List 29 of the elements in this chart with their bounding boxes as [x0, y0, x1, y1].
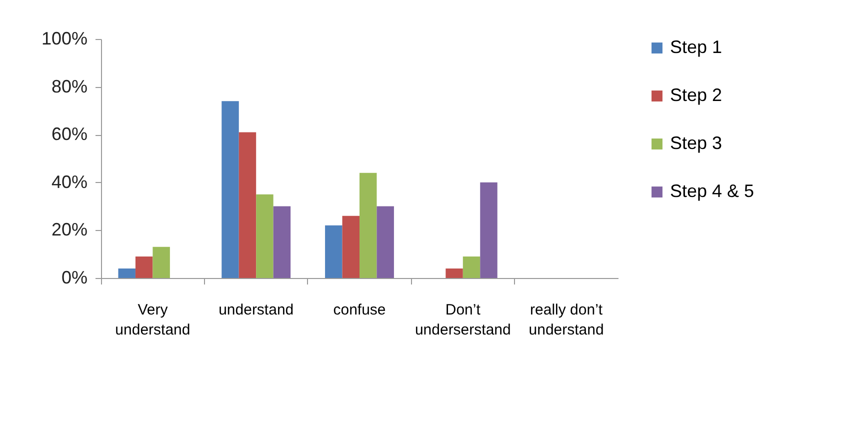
bar — [446, 268, 463, 278]
legend-label: Step 3 — [670, 133, 722, 153]
y-tick-label: 0% — [61, 268, 88, 288]
bar — [222, 101, 239, 278]
legend-label: Step 2 — [670, 85, 722, 105]
bar — [325, 225, 342, 278]
bar — [480, 182, 498, 278]
bar — [376, 206, 394, 278]
legend-label: Step 1 — [670, 37, 722, 57]
x-tick-label: confuse — [333, 302, 386, 318]
bar — [273, 206, 291, 278]
bar — [135, 256, 153, 278]
bar — [256, 194, 274, 278]
y-tick-label: 40% — [51, 172, 88, 192]
bar — [360, 172, 377, 278]
bar — [152, 246, 170, 278]
x-tick-label: really don’t understand — [528, 302, 604, 338]
y-tick-label: 80% — [51, 76, 88, 96]
x-tick-label: Very understand — [115, 302, 190, 338]
x-tick-label: Don’t underserstand — [414, 302, 511, 338]
y-tick-label: 20% — [51, 220, 88, 240]
bar — [118, 268, 136, 278]
bar — [342, 216, 360, 278]
bar — [462, 256, 480, 278]
y-tick-label: 60% — [51, 124, 88, 144]
bar — [238, 132, 256, 278]
legend-label: Step 4 & 5 — [670, 181, 754, 201]
y-tick-label: 100% — [41, 28, 88, 48]
x-tick-label: understand — [218, 302, 294, 318]
